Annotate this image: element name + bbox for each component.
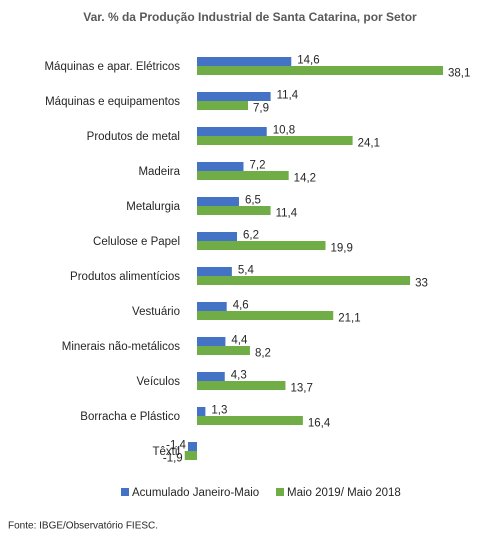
- value-label: 8,2: [255, 348, 271, 360]
- value-label: 33: [415, 278, 428, 290]
- bar: [197, 197, 239, 206]
- bar: [184, 451, 197, 460]
- bar: [197, 346, 250, 355]
- value-label: 24,1: [358, 138, 380, 150]
- y-tick-label: Metalurgia: [126, 201, 180, 213]
- bar: [197, 241, 326, 250]
- value-label: -1,4: [166, 440, 186, 452]
- bar: [197, 171, 289, 180]
- y-tick-label: Veículos: [137, 376, 181, 388]
- value-label: 11,4: [277, 90, 299, 102]
- value-label: 4,4: [231, 335, 248, 347]
- bar: [197, 276, 411, 285]
- y-tick-label: Celulose e Papel: [93, 236, 180, 248]
- value-label: 13,7: [290, 383, 312, 395]
- bar: [197, 206, 271, 215]
- bar: [197, 66, 443, 75]
- value-label: 6,5: [245, 195, 261, 207]
- bar: [197, 311, 334, 320]
- value-label: 4,6: [233, 300, 249, 312]
- bar: [187, 442, 197, 451]
- bar: [197, 416, 303, 425]
- y-tick-label: Têxtil: [153, 446, 180, 458]
- legend-swatch: [121, 488, 129, 496]
- source: Fonte: IBGE/Observatório FIESC.: [8, 521, 158, 532]
- y-tick-label: Vestuário: [132, 306, 180, 318]
- bar: [197, 232, 238, 241]
- value-label: 7,9: [253, 103, 269, 115]
- y-tick-label: Borracha e Plástico: [80, 411, 180, 423]
- bar: [197, 372, 225, 381]
- bar: [197, 302, 227, 311]
- value-label: 14,2: [294, 173, 316, 185]
- bar: [197, 407, 206, 416]
- legend-label: Acumulado Janeiro-Maio: [132, 487, 259, 499]
- value-label: 38,1: [448, 68, 470, 80]
- value-label: 5,4: [238, 265, 255, 277]
- bar: [197, 127, 267, 136]
- y-tick-label: Máquinas e apar. Elétricos: [44, 61, 180, 73]
- y-tick-label: Produtos alimentícios: [70, 271, 180, 283]
- value-label: 11,4: [276, 208, 298, 220]
- value-label: -1,9: [163, 453, 183, 465]
- bar: [197, 267, 232, 276]
- value-label: 10,8: [273, 125, 295, 137]
- legend-label: Maio 2019/ Maio 2018: [287, 487, 401, 499]
- value-label: 4,3: [231, 370, 247, 382]
- value-label: 16,4: [308, 418, 331, 430]
- bar: [197, 162, 244, 171]
- y-tick-label: Produtos de metal: [87, 131, 180, 143]
- bar: [197, 136, 353, 145]
- y-tick-label: Minerais não-metálicos: [62, 341, 180, 353]
- y-tick-label: Madeira: [138, 166, 180, 178]
- value-label: 7,2: [249, 160, 265, 172]
- y-tick-label: Máquinas e equipamentos: [45, 96, 180, 108]
- value-label: 19,9: [330, 243, 352, 255]
- chart-title: Var. % da Produção Industrial de Santa C…: [83, 10, 417, 24]
- bar: [197, 337, 226, 346]
- value-label: 21,1: [338, 313, 360, 325]
- value-label: 14,6: [297, 55, 319, 67]
- bar: [197, 57, 292, 66]
- value-label: 6,2: [243, 230, 259, 242]
- bar: [197, 101, 249, 110]
- bar: [197, 92, 271, 101]
- legend-swatch: [276, 488, 284, 496]
- value-label: 1,3: [211, 405, 227, 417]
- bar: [197, 381, 286, 390]
